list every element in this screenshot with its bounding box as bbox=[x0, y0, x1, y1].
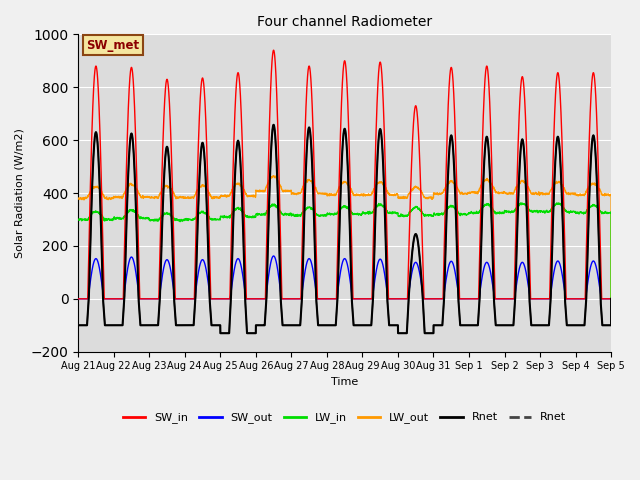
LW_in bbox=[553, 200, 561, 206]
Rnet bbox=[502, 323, 510, 328]
SW_out bbox=[269, 253, 277, 259]
LW_in bbox=[607, 296, 615, 302]
SW_in bbox=[607, 296, 615, 302]
SW_out bbox=[490, 286, 497, 292]
SW_out bbox=[502, 296, 510, 302]
Rnet bbox=[475, 309, 483, 315]
Rnet bbox=[216, 330, 224, 336]
LW_in bbox=[475, 210, 483, 216]
Rnet bbox=[74, 323, 82, 328]
LW_out bbox=[102, 196, 110, 202]
Rnet bbox=[102, 323, 110, 328]
Title: Four channel Radiometer: Four channel Radiometer bbox=[257, 15, 432, 29]
SW_out bbox=[607, 296, 615, 302]
LW_out bbox=[502, 191, 510, 196]
Rnet bbox=[216, 330, 224, 336]
SW_in bbox=[102, 296, 110, 302]
LW_out bbox=[490, 185, 497, 191]
SW_in bbox=[490, 220, 497, 226]
SW_out bbox=[475, 296, 483, 302]
Line: LW_out: LW_out bbox=[78, 176, 611, 298]
LW_out bbox=[269, 173, 277, 179]
Rnet bbox=[607, 296, 615, 302]
SW_out bbox=[510, 296, 518, 302]
LW_in bbox=[510, 209, 518, 215]
LW_out bbox=[607, 295, 615, 301]
Line: Rnet: Rnet bbox=[78, 125, 611, 333]
LW_out bbox=[475, 188, 483, 194]
Rnet bbox=[269, 122, 277, 128]
SW_out bbox=[102, 296, 110, 302]
SW_in bbox=[475, 289, 483, 295]
SW_in bbox=[510, 296, 518, 302]
Rnet bbox=[102, 323, 110, 328]
Rnet bbox=[269, 122, 277, 128]
Y-axis label: Solar Radiation (W/m2): Solar Radiation (W/m2) bbox=[15, 128, 25, 258]
Line: SW_out: SW_out bbox=[78, 256, 611, 299]
SW_out bbox=[415, 264, 422, 270]
LW_in bbox=[102, 216, 110, 222]
Line: Rnet: Rnet bbox=[78, 125, 611, 333]
Rnet bbox=[607, 296, 615, 302]
LW_out bbox=[510, 190, 518, 196]
SW_in bbox=[415, 128, 422, 134]
Line: LW_in: LW_in bbox=[78, 203, 611, 299]
LW_out bbox=[415, 186, 422, 192]
Text: SW_met: SW_met bbox=[86, 38, 140, 52]
Rnet bbox=[415, 242, 422, 248]
LW_in bbox=[502, 208, 510, 214]
Rnet bbox=[74, 323, 82, 328]
LW_in bbox=[415, 206, 422, 212]
Legend: SW_in, SW_out, LW_in, LW_out, Rnet, Rnet: SW_in, SW_out, LW_in, LW_out, Rnet, Rnet bbox=[119, 408, 570, 428]
LW_in bbox=[490, 207, 497, 213]
SW_out bbox=[74, 296, 82, 302]
Rnet bbox=[475, 309, 483, 315]
Line: SW_in: SW_in bbox=[78, 50, 611, 299]
LW_in bbox=[74, 216, 82, 222]
Rnet bbox=[490, 273, 497, 278]
Rnet bbox=[415, 242, 422, 248]
Rnet bbox=[502, 323, 510, 328]
Rnet bbox=[490, 273, 497, 278]
SW_in bbox=[74, 296, 82, 302]
LW_out bbox=[74, 195, 82, 201]
SW_in bbox=[269, 48, 277, 53]
SW_in bbox=[502, 296, 510, 302]
X-axis label: Time: Time bbox=[331, 377, 358, 387]
Rnet bbox=[510, 316, 518, 322]
Rnet bbox=[510, 316, 518, 322]
